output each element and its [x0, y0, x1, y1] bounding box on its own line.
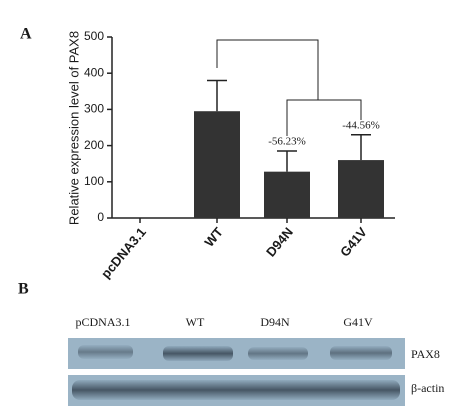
bar: [338, 160, 384, 218]
band: [163, 346, 233, 361]
blot-labels: pCDNA3.1 WT D94N G41V PAX8 β-actin: [75, 315, 444, 395]
lane-label: G41V: [343, 315, 373, 329]
x-tick-label: D94N: [263, 224, 296, 259]
lane-label: pCDNA3.1: [75, 315, 130, 329]
plot: 0 100 200 300 400 500 pcDNA3.1 WT D94N G41V -56.23…: [84, 29, 395, 281]
bar: [264, 171, 310, 218]
y-axis-label: Relative expression level of PAX8: [66, 31, 81, 225]
bar: [194, 111, 240, 218]
band-label: PAX8: [411, 347, 440, 361]
panel-label: B: [18, 281, 29, 298]
significance-bracket: [216, 39, 362, 136]
y-tick-label: 400: [84, 65, 104, 79]
band-label: β-actin: [411, 381, 444, 395]
band: [72, 380, 400, 400]
y-tick-label: 200: [84, 138, 104, 152]
panel-label: A: [20, 26, 32, 43]
band: [330, 346, 392, 360]
lane-label: D94N: [260, 315, 290, 329]
blot: [68, 338, 405, 406]
y-tick-label: 300: [84, 102, 104, 116]
x-tick-label: pcDNA3.1: [98, 224, 149, 281]
annotation: -44.56%: [342, 120, 380, 132]
x-tick-label: G41V: [337, 224, 370, 259]
lane-label: WT: [186, 315, 205, 329]
x-tick-label: WT: [201, 224, 226, 249]
band: [248, 347, 308, 360]
y-tick-label: 100: [84, 174, 104, 188]
y-tick-label: 0: [97, 210, 104, 224]
y-tick-label: 500: [84, 29, 104, 43]
annotation: -56.23%: [268, 136, 306, 148]
band: [78, 345, 133, 359]
